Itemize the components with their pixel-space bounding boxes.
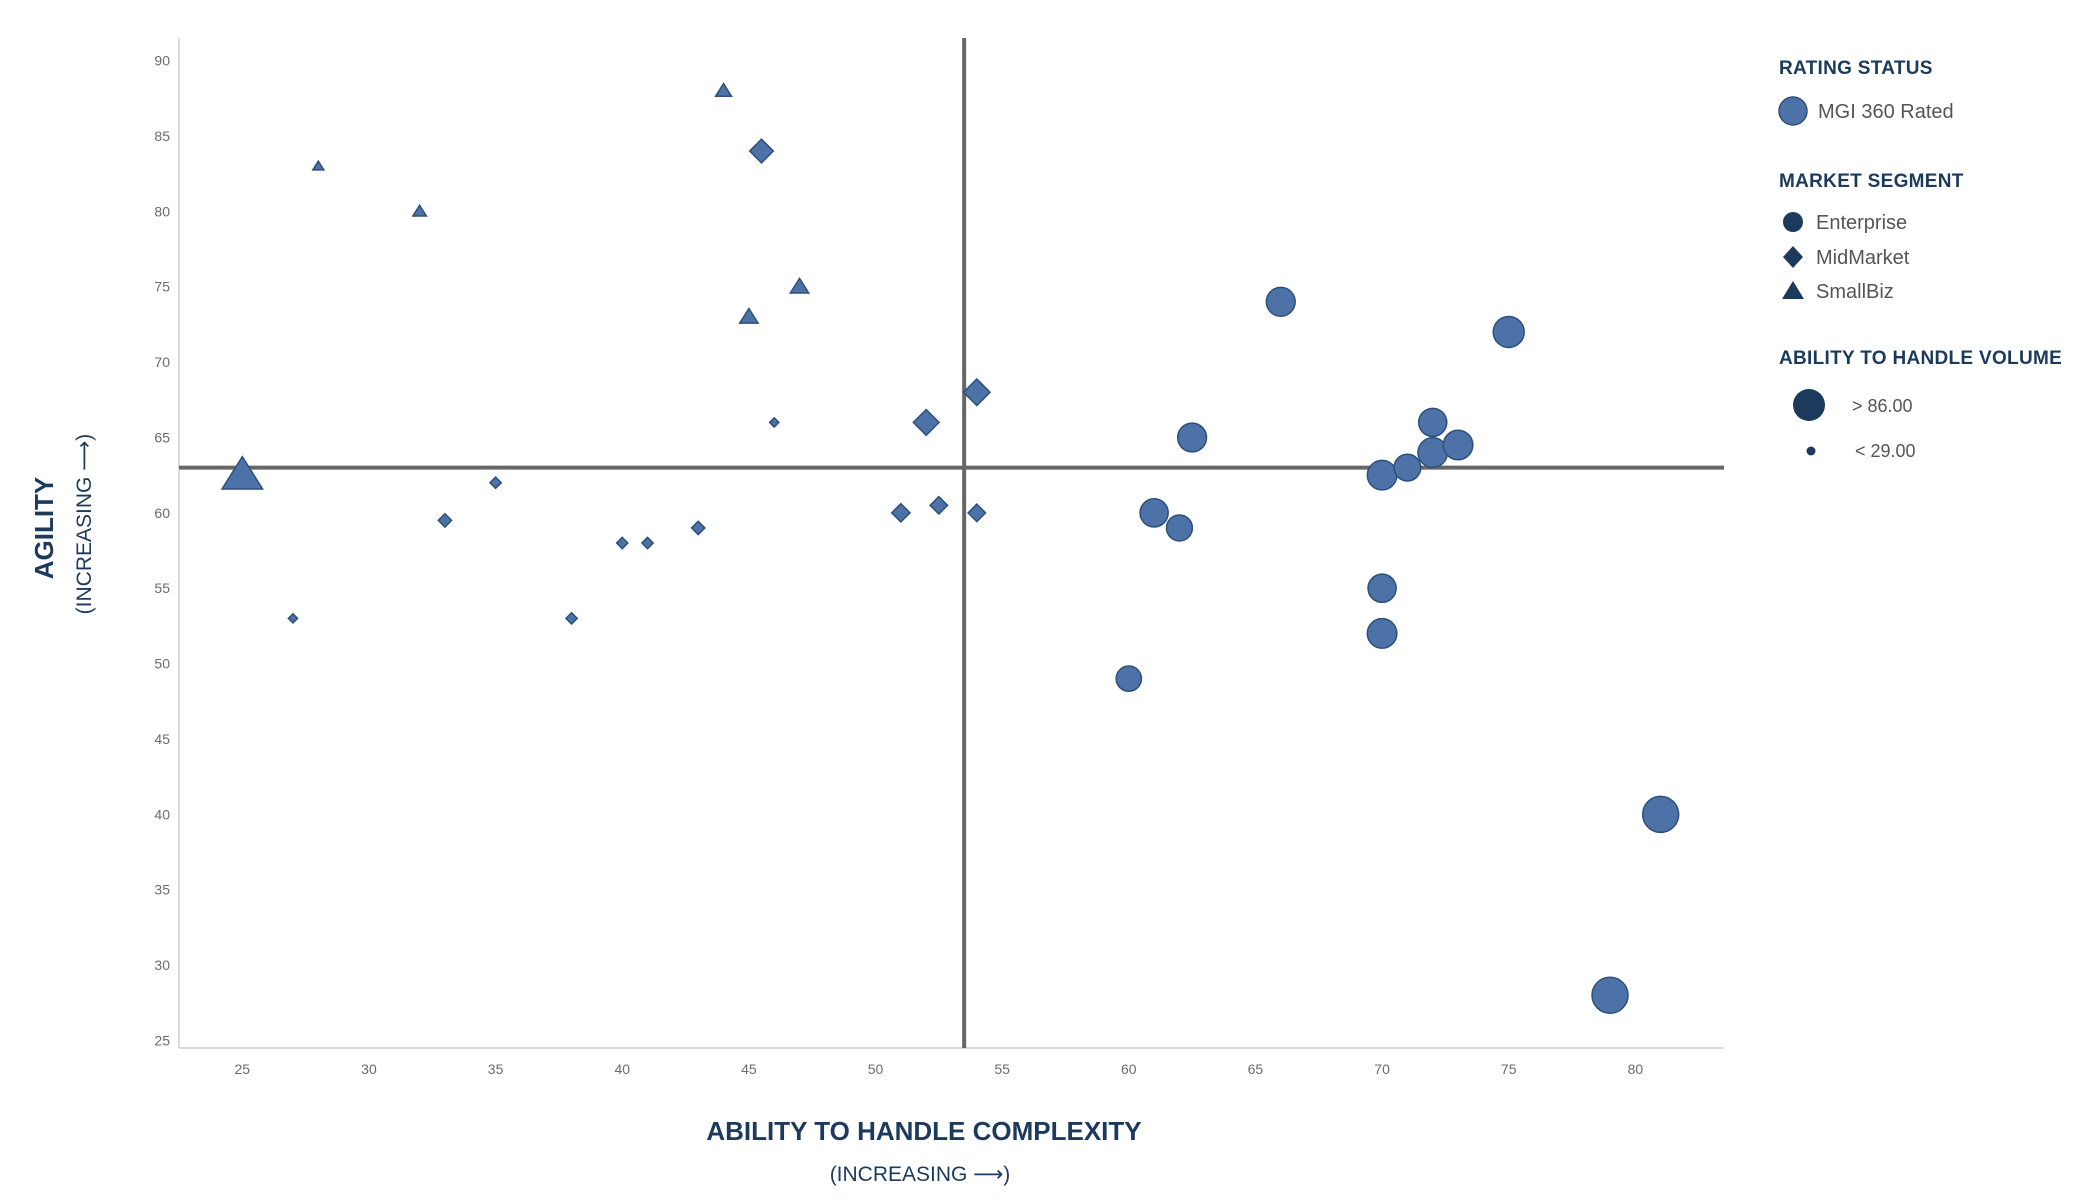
x-tick-label: 25 [235, 1061, 251, 1077]
data-point-enterprise [1176, 422, 1208, 453]
y-tick-labels: 25 30 35 40 45 50 55 60 65 70 75 80 85 90 [154, 53, 170, 1049]
data-point-midmarket [962, 377, 992, 407]
x-tick-label: 30 [361, 1061, 377, 1077]
legend-label-enterprise: Enterprise [1816, 212, 1907, 234]
legend-heading-market-segment: MARKET SEGMENT [1779, 171, 1964, 192]
data-point-enterprise [1393, 453, 1422, 482]
y-tick-label: 50 [154, 656, 170, 672]
data-point-midmarket [890, 502, 912, 524]
data-point-midmarket [640, 536, 655, 550]
data-point-enterprise [1492, 315, 1525, 349]
data-point-midmarket [690, 520, 706, 536]
y-axis-subtitle: (INCREASING ⟶) [73, 434, 96, 615]
y-tick-label: 75 [154, 279, 170, 295]
x-tick-label: 40 [614, 1061, 630, 1077]
legend-label-volume-high: > 86.00 [1852, 396, 1913, 416]
data-point-smallbiz [220, 455, 264, 490]
legend-label-mgi-360-rated: MGI 360 Rated [1818, 101, 1954, 123]
x-axis-title: ABILITY TO HANDLE COMPLEXITY [706, 1116, 1141, 1146]
data-point-enterprise [1366, 459, 1398, 491]
y-tick-label: 25 [154, 1032, 170, 1048]
data-point-midmarket [437, 512, 453, 529]
data-point-enterprise [1139, 498, 1169, 528]
data-point-smallbiz [411, 203, 428, 217]
x-tick-label: 65 [1248, 1061, 1264, 1077]
data-point-smallbiz [738, 307, 760, 324]
circle-icon [1778, 96, 1808, 126]
data-point-enterprise [1417, 407, 1448, 438]
data-point-enterprise [1591, 976, 1629, 1014]
axes-layer [178, 38, 1724, 1049]
x-tick-label: 35 [488, 1061, 504, 1077]
triangle-icon [1782, 281, 1804, 299]
y-tick-label: 30 [154, 957, 170, 973]
data-point-midmarket [748, 138, 775, 164]
data-point-enterprise [1641, 795, 1680, 834]
data-point-enterprise [1367, 573, 1397, 604]
data-point-midmarket [967, 503, 987, 523]
data-point-enterprise [1366, 617, 1398, 649]
y-tick-label: 80 [154, 203, 170, 219]
y-tick-label: 55 [154, 580, 170, 596]
x-tick-label: 75 [1501, 1061, 1517, 1077]
data-point-enterprise [1165, 514, 1194, 542]
y-tick-label: 85 [154, 128, 170, 144]
y-tick-label: 65 [154, 429, 170, 445]
y-tick-label: 45 [154, 731, 170, 747]
data-point-midmarket [929, 495, 949, 516]
y-tick-label: 70 [154, 354, 170, 370]
quadrant-lines [179, 38, 1724, 1048]
x-tick-label: 70 [1374, 1061, 1390, 1077]
y-axis-title: AGILITY [29, 477, 59, 580]
data-point-smallbiz [788, 276, 811, 294]
y-tick-label: 90 [154, 53, 170, 69]
legend-heading-rating-status: RATING STATUS [1779, 58, 1933, 79]
data-points [220, 82, 1680, 1014]
large-circle-icon [1793, 389, 1825, 421]
data-point-smallbiz [714, 82, 733, 97]
y-tick-label: 40 [154, 806, 170, 822]
legend-label-midmarket: MidMarket [1816, 247, 1910, 269]
y-tick-label: 60 [154, 505, 170, 521]
x-axis-subtitle: (INCREASING ⟶) [830, 1163, 1011, 1186]
legend-label-smallbiz: SmallBiz [1816, 281, 1894, 303]
data-point-enterprise [1265, 286, 1296, 317]
data-point-enterprise [1442, 429, 1474, 461]
data-point-enterprise [1115, 665, 1143, 693]
legend: RATING STATUS MGI 360 Rated MARKET SEGME… [1778, 58, 2062, 461]
data-point-midmarket [615, 536, 629, 550]
x-tick-label: 45 [741, 1061, 757, 1077]
data-point-midmarket [564, 611, 579, 626]
data-point-midmarket [488, 476, 503, 490]
data-point-midmarket [768, 416, 780, 429]
x-tick-label: 80 [1628, 1061, 1644, 1077]
x-tick-label: 60 [1121, 1061, 1137, 1077]
x-tick-labels: 25 30 35 40 45 50 55 60 65 70 75 80 [235, 1061, 1644, 1077]
small-circle-icon [1806, 446, 1816, 456]
circle-icon [1783, 212, 1803, 232]
legend-label-volume-low: < 29.00 [1855, 441, 1916, 461]
x-tick-label: 55 [994, 1061, 1010, 1077]
data-point-smallbiz [311, 159, 326, 171]
legend-heading-volume: ABILITY TO HANDLE VOLUME [1779, 348, 2062, 369]
data-point-midmarket [912, 408, 941, 437]
x-tick-label: 50 [868, 1061, 884, 1077]
y-tick-label: 35 [154, 882, 170, 898]
diamond-icon [1783, 246, 1803, 268]
data-point-midmarket [287, 612, 299, 625]
